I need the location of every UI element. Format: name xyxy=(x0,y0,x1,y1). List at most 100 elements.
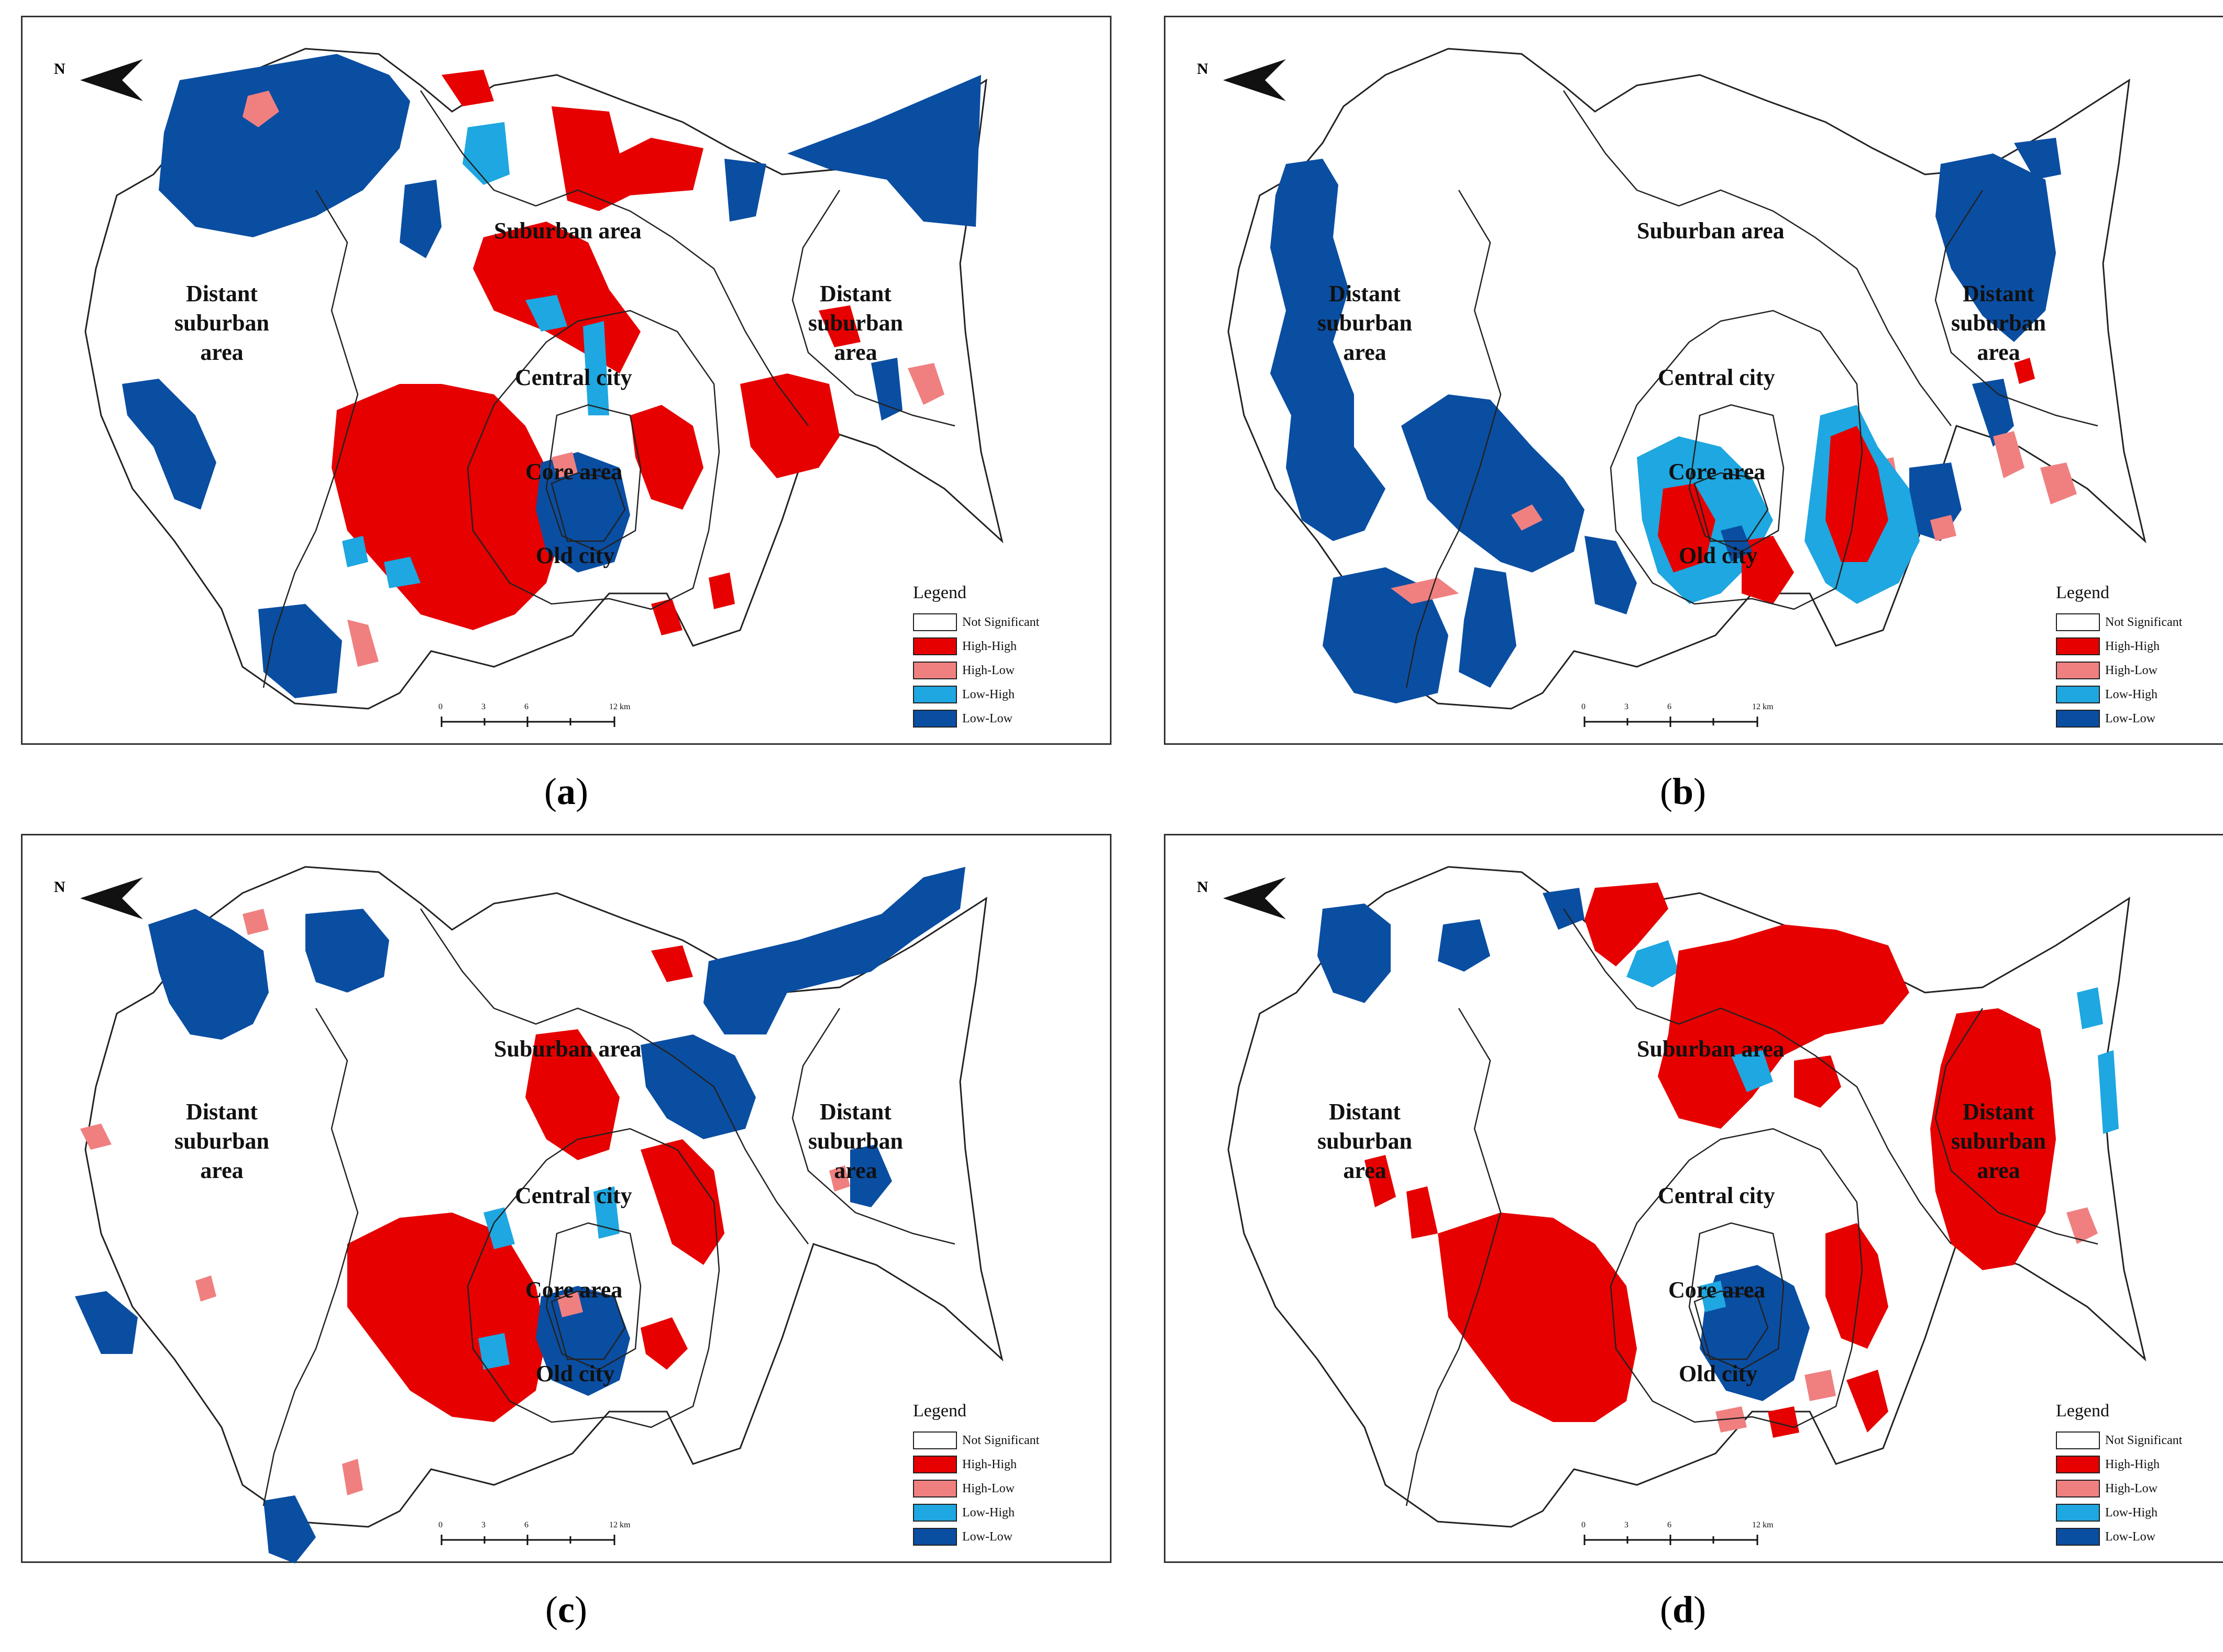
cluster-region-ll xyxy=(148,909,269,1040)
north-arrow-icon xyxy=(80,59,143,101)
label-distant-suburban-west: Distant suburban area xyxy=(174,1099,270,1183)
scale-bar xyxy=(1583,717,1758,727)
scale-tick-label: 0 xyxy=(438,702,443,711)
cluster-region-hl xyxy=(347,620,379,667)
north-label: N xyxy=(1197,878,1208,896)
legend-swatch xyxy=(913,686,957,703)
label-core-area: Core area xyxy=(1668,459,1766,484)
cluster-region-hh xyxy=(552,106,703,211)
label-central-city: Central city xyxy=(1658,1183,1775,1208)
scale-tick-label: 12 km xyxy=(1752,702,1774,711)
cluster-region-hl xyxy=(243,909,269,935)
scale-tick-label: 3 xyxy=(1624,1521,1628,1529)
cluster-region-ll xyxy=(703,867,965,1034)
district-boundary xyxy=(551,1290,626,1360)
label-distant-suburban-east: Distant suburban area xyxy=(1951,281,2046,365)
legend-item: Low-Low xyxy=(913,707,1039,731)
cluster-region-hh xyxy=(1768,1406,1799,1438)
legend-item: Not Significant xyxy=(2056,1428,2182,1452)
map-panel-c: N 0 3 6 12 km Suburban area Distant suburban are… xyxy=(21,834,1112,1563)
legend-label: High-High xyxy=(2105,1457,2160,1471)
legend-swatch xyxy=(2056,1480,2100,1497)
map-panel-a: N 0 3 6 12 km Suburban area Distant suburban are… xyxy=(21,16,1112,745)
district-boundary xyxy=(1693,472,1769,542)
scale-tick-label: 3 xyxy=(1624,702,1628,711)
cluster-region-lh xyxy=(463,122,510,185)
cluster-region-ll xyxy=(536,452,630,572)
cluster-region-hl xyxy=(195,1275,216,1302)
legend-label: Not Significant xyxy=(962,1433,1040,1447)
legend-title: Legend xyxy=(913,1401,966,1420)
scale-bar xyxy=(441,1535,615,1545)
district-boundary xyxy=(791,1008,955,1245)
label-old-city: Old city xyxy=(536,1361,615,1386)
north-label: N xyxy=(1197,60,1208,78)
cluster-region-hl xyxy=(2040,462,2077,504)
cluster-region-hh xyxy=(1406,1186,1438,1239)
legend-swatch xyxy=(2056,637,2100,655)
cluster-region-ll xyxy=(1401,394,1584,572)
cluster-region-lh xyxy=(342,536,368,567)
map-canvas xyxy=(1223,48,2147,727)
scale-tick-label: 6 xyxy=(1667,702,1671,711)
map-panel-d: N 0 3 6 12 km Suburban area Distant suburban are… xyxy=(1164,834,2223,1563)
map-canvas xyxy=(1223,866,2147,1545)
scale-tick-label: 3 xyxy=(481,1521,486,1529)
scale-tick-label: 0 xyxy=(1581,1521,1586,1529)
scale-bar xyxy=(441,717,615,727)
caption-c: (c) xyxy=(545,1589,587,1631)
cluster-region-hh xyxy=(525,1029,620,1160)
label-old-city: Old city xyxy=(1679,1361,1758,1386)
cluster-region-hl xyxy=(829,1165,850,1192)
legend-item: Low-Low xyxy=(913,1525,1039,1549)
scale-tick-label: 6 xyxy=(524,1521,529,1529)
cluster-region-hl xyxy=(1511,504,1543,531)
label-distant-suburban-west: Distant suburban area xyxy=(174,281,270,365)
caption-b: (b) xyxy=(1659,770,1706,812)
cluster-region-hh xyxy=(347,1213,546,1422)
cluster-region-ll xyxy=(724,159,766,222)
legend-item: Low-High xyxy=(2056,682,2182,707)
legend-label: Low-High xyxy=(962,1505,1015,1519)
north-arrow-icon xyxy=(1223,59,1286,101)
legend-swatch xyxy=(913,662,957,679)
legend-swatch xyxy=(2056,1456,2100,1473)
label-distant-suburban-east: Distant suburban area xyxy=(1951,1099,2046,1183)
legend-item: Not Significant xyxy=(2056,610,2182,634)
cluster-region-lh xyxy=(2098,1050,2119,1134)
scale-tick-label: 12 km xyxy=(609,702,631,711)
district-boundary xyxy=(551,472,626,542)
legend-label: High-High xyxy=(2105,639,2160,653)
legend-swatch xyxy=(913,1528,957,1546)
legend-label: Low-High xyxy=(962,687,1015,701)
cluster-region-ll xyxy=(2014,138,2061,180)
legend: Legend Not Significant High-High High-Low Lo… xyxy=(2056,583,2182,731)
cluster-region-hl xyxy=(1993,431,2024,478)
legend-swatch xyxy=(913,1456,957,1473)
legend-item: Low-High xyxy=(2056,1501,2182,1525)
north-arrow-icon xyxy=(1223,877,1286,919)
district-boundary xyxy=(467,1128,720,1428)
cluster-region-hl xyxy=(243,91,279,127)
cluster-region-hh xyxy=(651,945,693,982)
legend-label: Low-High xyxy=(2105,687,2158,701)
scale-tick-label: 12 km xyxy=(1752,1521,1774,1529)
label-central-city: Central city xyxy=(515,1183,632,1208)
district-boundary xyxy=(420,908,809,1244)
label-suburban-area: Suburban area xyxy=(1637,218,1785,244)
cluster-region-hh xyxy=(1364,1155,1396,1207)
cluster-region-hh xyxy=(2014,358,2035,384)
legend-title: Legend xyxy=(2056,1401,2109,1420)
cluster-region-ll xyxy=(536,1286,630,1396)
legend-item: High-High xyxy=(2056,634,2182,658)
cluster-region-hh xyxy=(819,305,861,347)
legend-title: Legend xyxy=(913,583,966,602)
cluster-region-ll xyxy=(258,604,342,698)
label-central-city: Central city xyxy=(515,365,632,390)
cluster-region-hh xyxy=(1794,1055,1841,1108)
cluster-region-ll xyxy=(400,180,442,258)
cluster-region-hh xyxy=(641,1317,688,1370)
cluster-region-ll xyxy=(1459,567,1516,688)
district-boundary xyxy=(545,1222,642,1371)
cluster-region-hl xyxy=(2066,1207,2098,1244)
